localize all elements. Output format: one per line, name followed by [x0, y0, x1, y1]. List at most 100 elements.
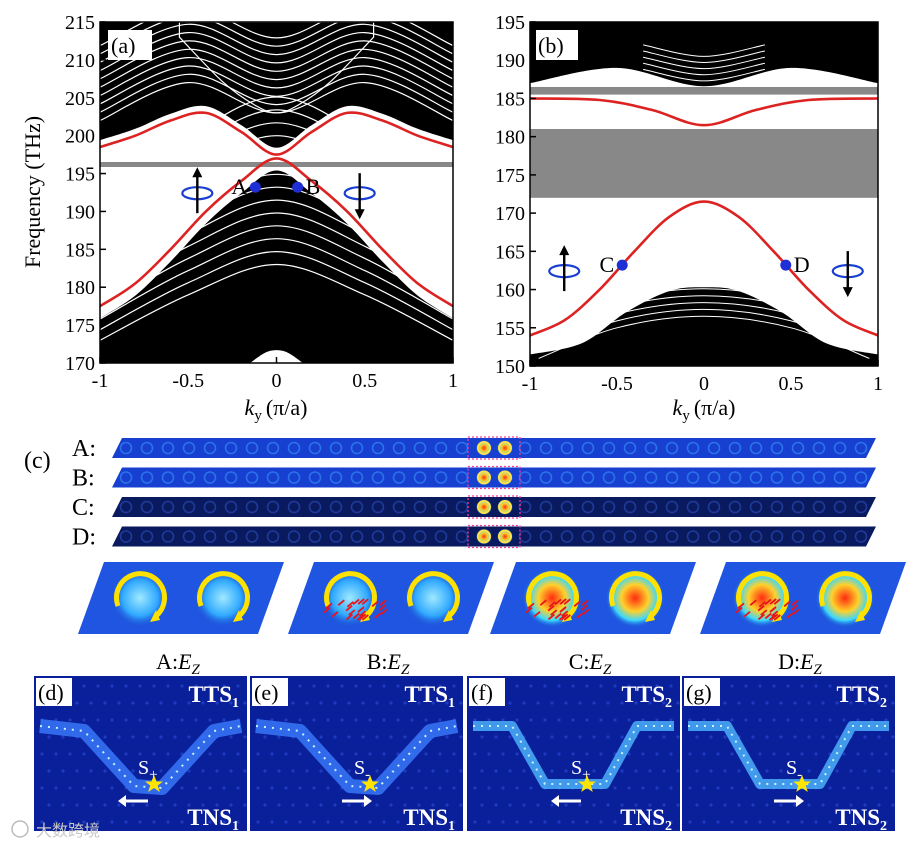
lattice-ring: [602, 530, 616, 543]
lattice-ring: [203, 441, 217, 455]
field-label-sub: Z: [814, 662, 823, 678]
lattice-ring: [854, 500, 868, 514]
y-tick-label: 205: [65, 88, 95, 110]
x-axis-unit: (π/a): [266, 395, 308, 420]
y-tick-label: 155: [495, 318, 525, 340]
propagation-panel-f: (f) TTS2 TNS2 S+: [467, 676, 680, 834]
panel-label-a-bg: [108, 30, 152, 60]
bulk-texture: [99, 40, 454, 80]
poynting-vector: [378, 604, 386, 611]
circulation-arrow: [526, 571, 579, 618]
poynting-vector: [790, 604, 798, 611]
y-tick-label: 175: [495, 165, 525, 187]
lattice-ring: [224, 471, 238, 484]
bulk-texture: [538, 302, 870, 346]
lattice-ring: [770, 471, 784, 484]
field-strip: [112, 467, 876, 488]
x-tick-label: 1: [873, 373, 883, 395]
bulk-texture: [99, 81, 454, 122]
poynting-vector: [783, 600, 791, 608]
lattice-ring: [287, 500, 301, 514]
field-strips: (c) A: B: C: D:: [24, 436, 876, 551]
poynting-vector: [581, 599, 589, 606]
lattice-ring: [371, 441, 385, 455]
lattice-ring: [518, 500, 532, 514]
lattice-ring: [581, 530, 595, 543]
lattice-ring: [203, 530, 217, 543]
lattice-ring: [770, 530, 784, 543]
field-hotspot: [815, 568, 875, 628]
vortex-ring: [498, 529, 512, 544]
x-tick-label: 1: [448, 370, 458, 392]
strip-label: A:: [72, 436, 96, 462]
lattice-ring: [812, 530, 826, 543]
lattice-ring: [749, 441, 763, 455]
poynting-vector: [345, 613, 354, 621]
lattice-ring: [581, 471, 595, 484]
bulk-texture: [538, 274, 870, 318]
x-axis-label-b: ky (π/a): [673, 395, 736, 424]
field-label: A:EZ: [156, 649, 200, 678]
lattice-ring: [518, 530, 532, 543]
circulation-arrow: [114, 571, 167, 618]
lattice-ring: [140, 471, 154, 484]
poynting-vector: [764, 612, 772, 620]
x-axis-k-b: k: [673, 395, 684, 420]
lattice-ring: [266, 500, 280, 514]
poynting-vector: [558, 614, 567, 621]
panel-label-g: (g): [686, 680, 712, 705]
lattice-ring: [686, 471, 700, 484]
tns-label: TNS1: [403, 805, 455, 834]
poynting-vector: [547, 605, 555, 612]
field-hotspot: [522, 568, 582, 628]
lattice-ring: [644, 471, 658, 484]
lattice-ring: [182, 441, 196, 455]
lattice-ring: [182, 471, 196, 484]
vortex-ring: [498, 470, 512, 485]
lattice-ring: [833, 530, 847, 543]
lattice-ring: [854, 441, 868, 455]
propagation-panel-d: (d) TTS1 TNS1 S+: [34, 676, 247, 834]
poynting-vector: [764, 598, 772, 606]
lattice-ring: [161, 500, 175, 514]
poynting-vector: [525, 606, 533, 614]
y-tick-label: 190: [65, 201, 95, 223]
panel-label-d: (d): [38, 680, 64, 705]
lattice-ring: [161, 441, 175, 455]
poynting-vector: [561, 610, 569, 617]
lattice-ring: [644, 500, 658, 514]
tts-label: TTS2: [622, 682, 672, 711]
y-tick-label: 170: [65, 353, 95, 375]
poynting-vector: [352, 598, 360, 606]
lattice-ring: [434, 441, 448, 455]
lattice-ring: [833, 500, 847, 514]
lattice-ring: [539, 500, 553, 514]
field-strip: [112, 497, 876, 517]
circulation-arrowhead: [443, 610, 453, 622]
bulk-texture: [643, 56, 765, 70]
source-label: S-: [786, 757, 802, 783]
lattice-ring: [644, 441, 658, 455]
lattice-ring: [350, 471, 364, 484]
poynting-vector: [563, 614, 571, 621]
lattice-ring: [413, 471, 427, 484]
bulk-texture: [643, 68, 765, 82]
x-tick-label: -0.5: [601, 373, 633, 395]
lattice-ring: [308, 500, 322, 514]
lattice-ring: [245, 441, 259, 455]
edge-state-curve: [99, 111, 454, 156]
poynting-vector: [379, 599, 387, 606]
poynting-vector: [573, 600, 581, 608]
lattice-ring: [833, 471, 847, 484]
circulation-arrow: [609, 571, 662, 618]
poynting-vector: [769, 606, 777, 613]
y-tick-label: 200: [65, 126, 95, 148]
lattice-ring: [140, 500, 154, 514]
poynting-vector: [323, 606, 331, 614]
lattice-ring: [371, 471, 385, 484]
lattice-ring: [308, 471, 322, 484]
lattice-ring: [350, 500, 364, 514]
bulk-band-lower-b: [530, 287, 878, 366]
field-label: B:EZ: [367, 649, 410, 678]
